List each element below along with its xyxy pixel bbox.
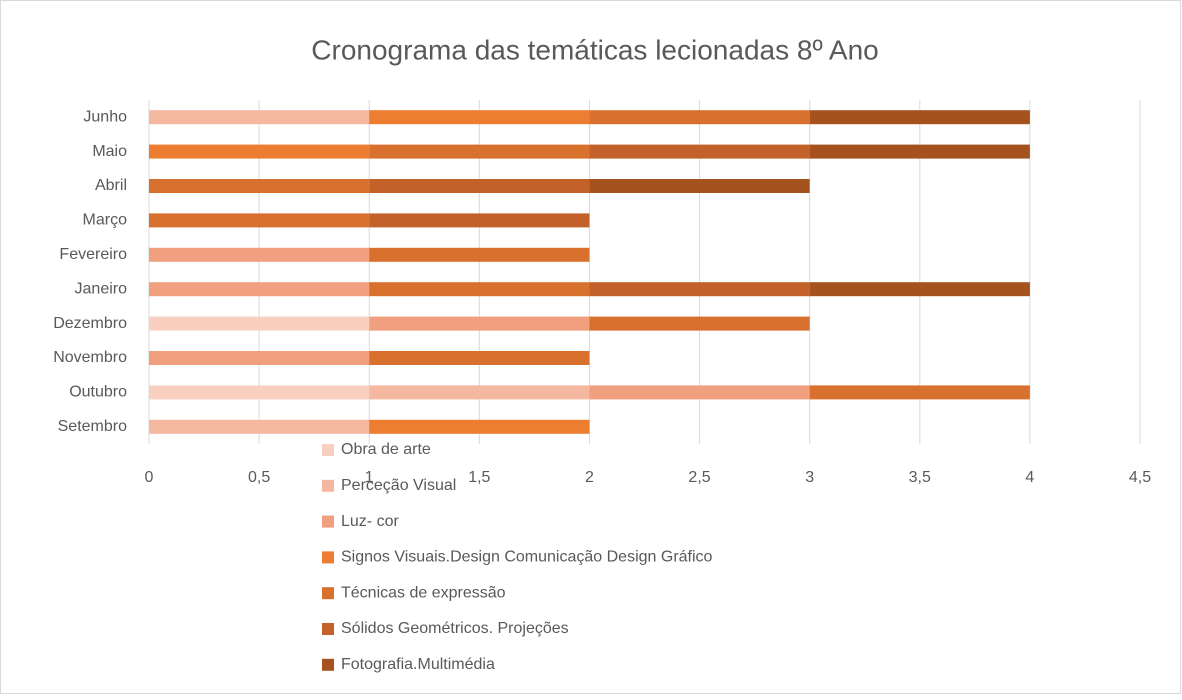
y-tick-label: Maio: [92, 143, 127, 160]
x-tick-label: 2,5: [688, 469, 710, 486]
legend-label: Sólidos Geométricos. Projeções: [341, 620, 569, 637]
x-tick-label: 4: [1025, 469, 1034, 486]
bar-segment: [149, 282, 370, 297]
x-tick-label: 3,5: [909, 469, 931, 486]
bar-segment: [809, 110, 1030, 125]
bar-segment: [149, 110, 370, 125]
bar-segment: [589, 385, 810, 400]
bar-segment: [589, 144, 810, 159]
bar-segment: [369, 385, 590, 400]
bar-segment: [589, 282, 810, 297]
x-tick-label: 1,5: [468, 469, 490, 486]
bar-segment: [809, 385, 1030, 400]
bar-segment: [369, 179, 590, 193]
legend-label: Luz- cor: [341, 513, 399, 530]
x-tick-label: 1: [365, 469, 374, 486]
bar-segment: [369, 316, 590, 331]
x-tick-label: 3: [805, 469, 814, 486]
y-tick-label: Fevereiro: [59, 246, 127, 263]
bar-segment: [149, 247, 370, 262]
bar-segment: [809, 144, 1030, 159]
legend-swatch: [322, 515, 334, 528]
bar-segment: [369, 282, 590, 297]
legend-swatch: [322, 623, 334, 635]
bar-segment: [149, 316, 370, 331]
y-tick-label: Novembro: [53, 349, 127, 366]
bar-segment: [589, 110, 810, 125]
bar-segment: [149, 179, 370, 193]
x-tick-label: 0,5: [248, 469, 270, 486]
chart-title: Cronograma das temáticas lecionadas 8º A…: [311, 34, 878, 65]
bar-segment: [369, 213, 590, 228]
bar-segment: [369, 419, 590, 434]
bar-segment: [369, 351, 590, 365]
legend-swatch: [322, 479, 334, 492]
y-tick-label: Abril: [95, 177, 127, 194]
bar-segment: [149, 351, 370, 365]
x-tick-label: 0: [145, 469, 154, 486]
bar-segment: [149, 213, 370, 228]
bar-segment: [589, 179, 810, 193]
y-tick-label: Setembro: [58, 418, 127, 435]
y-tick-label: Março: [83, 212, 128, 229]
x-tick-label: 4,5: [1129, 469, 1151, 486]
y-tick-label: Outubro: [69, 384, 127, 401]
legend-label: Técnicas de expressão: [341, 584, 506, 601]
legend-swatch: [322, 551, 334, 564]
bar-segment: [369, 247, 590, 262]
legend-swatch: [322, 587, 334, 600]
legend-label: Perceção Visual: [341, 477, 456, 494]
bar-segment: [589, 316, 810, 331]
bar-segment: [149, 419, 370, 434]
y-tick-label: Dezembro: [53, 315, 127, 332]
legend-label: Obra de arte: [341, 441, 431, 458]
bar-segment: [369, 110, 590, 125]
y-tick-label: Janeiro: [75, 280, 128, 297]
legend-swatch: [322, 658, 334, 671]
y-tick-label: Junho: [83, 108, 127, 125]
legend-swatch: [322, 444, 334, 456]
legend-label: Signos Visuais.Design Comunicação Design…: [341, 549, 713, 566]
x-tick-label: 2: [585, 469, 594, 486]
legend-label: Fotografia.Multimédia: [341, 656, 495, 673]
bar-segment: [369, 144, 590, 159]
bar-segment: [809, 282, 1030, 297]
bar-segment: [149, 385, 370, 400]
bar-segment: [149, 144, 370, 159]
